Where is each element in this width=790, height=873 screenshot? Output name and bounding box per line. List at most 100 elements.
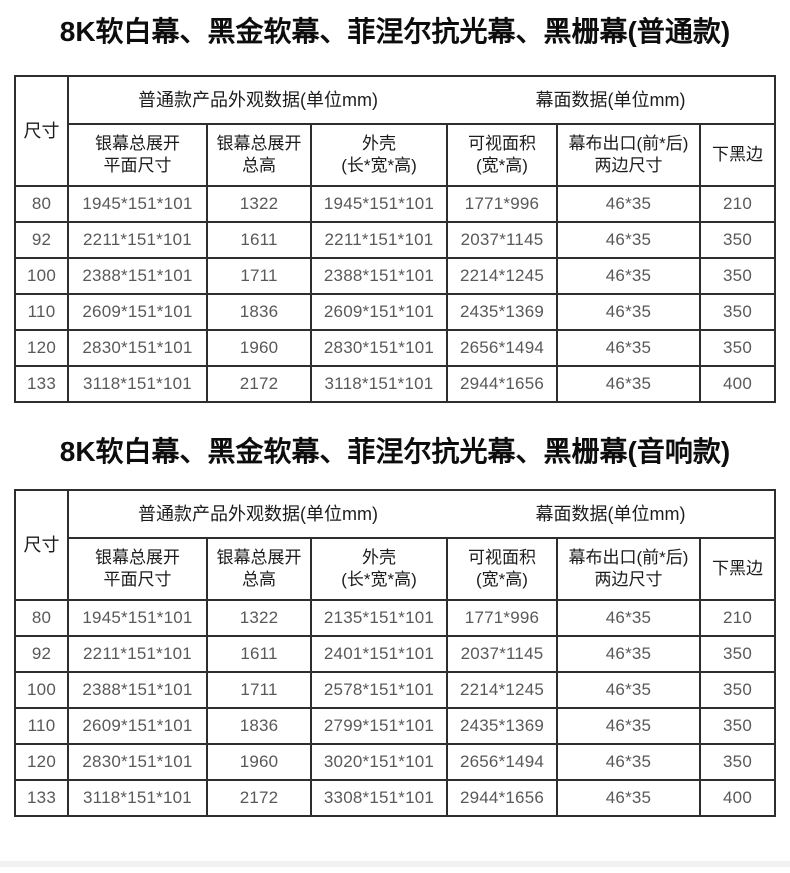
cell-visible-area: 2214*1245: [446, 257, 558, 295]
table-row: 133 3118*151*101 2172 3308*151*101 2944*…: [14, 779, 776, 817]
cell-unfold-height: 1322: [206, 599, 312, 637]
col-header-unfold-height: 银幕总展开 总高: [206, 537, 312, 601]
cell-cloth-exit: 46*35: [556, 185, 701, 223]
cell-unfold-flat-size: 3118*151*101: [67, 779, 208, 817]
cell-size: 110: [14, 293, 69, 331]
cell-cloth-exit: 46*35: [556, 599, 701, 637]
cell-bottom-black-border: 400: [699, 365, 776, 403]
group-header-screen: 幕面数据(单位mm): [447, 489, 776, 539]
col-header-bottom-black-border: 下黑边: [699, 123, 776, 187]
cell-size: 100: [14, 257, 69, 295]
col-header-cloth-exit: 幕布出口(前*后) 两边尺寸: [556, 123, 701, 187]
cell-bottom-black-border: 350: [699, 257, 776, 295]
table-row: 100 2388*151*101 1711 2388*151*101 2214*…: [14, 257, 776, 295]
cell-unfold-height: 1836: [206, 707, 312, 745]
cell-unfold-flat-size: 1945*151*101: [67, 185, 208, 223]
cell-unfold-height: 1960: [206, 329, 312, 367]
cell-bottom-black-border: 350: [699, 743, 776, 781]
col-header-shell-size: 外壳 (长*宽*高): [310, 123, 448, 187]
cell-visible-area: 1771*996: [446, 185, 558, 223]
cell-unfold-flat-size: 3118*151*101: [67, 365, 208, 403]
cell-shell-size: 2135*151*101: [310, 599, 448, 637]
table-row: 100 2388*151*101 1711 2578*151*101 2214*…: [14, 671, 776, 709]
cell-visible-area: 2214*1245: [446, 671, 558, 709]
sub-header-row: 银幕总展开 平面尺寸 银幕总展开 总高 外壳 (长*宽*高) 可视面积 (宽*高…: [15, 537, 776, 601]
col-header-visible-area: 可视面积 (宽*高): [446, 123, 558, 187]
cell-shell-size: 2578*151*101: [310, 671, 448, 709]
col-header-unfold-height: 银幕总展开 总高: [206, 123, 312, 187]
col-header-visible-area: 可视面积 (宽*高): [446, 537, 558, 601]
cell-shell-size: 3020*151*101: [310, 743, 448, 781]
cell-shell-size: 2830*151*101: [310, 329, 448, 367]
cell-size: 133: [14, 779, 69, 817]
table-row: 80 1945*151*101 1322 2135*151*101 1771*9…: [14, 599, 776, 637]
cell-bottom-black-border: 350: [699, 221, 776, 259]
cell-cloth-exit: 46*35: [556, 779, 701, 817]
cell-cloth-exit: 46*35: [556, 671, 701, 709]
table-row: 92 2211*151*101 1611 2211*151*101 2037*1…: [14, 221, 776, 259]
table-row: 133 3118*151*101 2172 3118*151*101 2944*…: [14, 365, 776, 403]
cell-bottom-black-border: 350: [699, 671, 776, 709]
table-row: 120 2830*151*101 1960 3020*151*101 2656*…: [14, 743, 776, 781]
cell-cloth-exit: 46*35: [556, 257, 701, 295]
cell-shell-size: 2211*151*101: [310, 221, 448, 259]
cell-visible-area: 2435*1369: [446, 707, 558, 745]
cell-unfold-height: 2172: [206, 779, 312, 817]
cell-size: 100: [14, 671, 69, 709]
cell-bottom-black-border: 210: [699, 599, 776, 637]
cell-unfold-flat-size: 2211*151*101: [67, 635, 208, 673]
table-title-normal: 8K软白幕、黑金软幕、菲涅尔抗光幕、黑栅幕(普通款): [59, 16, 731, 47]
cell-bottom-black-border: 350: [699, 707, 776, 745]
cell-unfold-height: 1711: [206, 257, 312, 295]
table-row: 110 2609*151*101 1836 2609*151*101 2435*…: [14, 293, 776, 331]
cell-size: 133: [14, 365, 69, 403]
col-header-size: 尺寸: [14, 489, 69, 601]
cell-cloth-exit: 46*35: [556, 707, 701, 745]
cell-unfold-flat-size: 2211*151*101: [67, 221, 208, 259]
cell-size: 92: [14, 221, 69, 259]
spec-table-audio: 尺寸 普通款产品外观数据(单位mm) 幕面数据(单位mm) 银幕总展开 平面尺寸…: [14, 489, 776, 817]
cell-visible-area: 1771*996: [446, 599, 558, 637]
spec-table-normal: 尺寸 普通款产品外观数据(单位mm) 幕面数据(单位mm) 银幕总展开 平面尺寸…: [14, 75, 776, 403]
cell-unfold-flat-size: 2609*151*101: [67, 707, 208, 745]
next-section-top-edge: [0, 861, 790, 867]
cell-unfold-flat-size: 2388*151*101: [67, 671, 208, 709]
cell-size: 120: [14, 743, 69, 781]
cell-size: 80: [14, 599, 69, 637]
cell-bottom-black-border: 350: [699, 293, 776, 331]
col-header-shell-size: 外壳 (长*宽*高): [310, 537, 448, 601]
cell-visible-area: 2944*1656: [446, 779, 558, 817]
cell-visible-area: 2656*1494: [446, 743, 558, 781]
cell-bottom-black-border: 210: [699, 185, 776, 223]
col-header-bottom-black-border: 下黑边: [699, 537, 776, 601]
cell-unfold-height: 1711: [206, 671, 312, 709]
cell-unfold-flat-size: 2609*151*101: [67, 293, 208, 331]
cell-cloth-exit: 46*35: [556, 329, 701, 367]
cell-size: 92: [14, 635, 69, 673]
cell-unfold-flat-size: 2830*151*101: [67, 743, 208, 781]
col-header-unfold-flat-size: 银幕总展开 平面尺寸: [67, 123, 208, 187]
cell-visible-area: 2944*1656: [446, 365, 558, 403]
cell-shell-size: 3308*151*101: [310, 779, 448, 817]
cell-cloth-exit: 46*35: [556, 221, 701, 259]
cell-visible-area: 2435*1369: [446, 293, 558, 331]
group-header-row: 尺寸 普通款产品外观数据(单位mm) 幕面数据(单位mm): [14, 75, 776, 187]
sub-header-row: 银幕总展开 平面尺寸 银幕总展开 总高 外壳 (长*宽*高) 可视面积 (宽*高…: [15, 123, 776, 187]
cell-unfold-height: 2172: [206, 365, 312, 403]
cell-shell-size: 2401*151*101: [310, 635, 448, 673]
table-row: 110 2609*151*101 1836 2799*151*101 2435*…: [14, 707, 776, 745]
cell-size: 120: [14, 329, 69, 367]
cell-shell-size: 1945*151*101: [310, 185, 448, 223]
cell-shell-size: 2388*151*101: [310, 257, 448, 295]
group-header-exterior: 普通款产品外观数据(单位mm): [67, 489, 447, 539]
cell-unfold-height: 1322: [206, 185, 312, 223]
cell-unfold-flat-size: 2388*151*101: [67, 257, 208, 295]
cell-visible-area: 2037*1145: [446, 635, 558, 673]
table-title-audio: 8K软白幕、黑金软幕、菲涅尔抗光幕、黑栅幕(音响款): [59, 436, 731, 467]
col-header-unfold-flat-size: 银幕总展开 平面尺寸: [67, 537, 208, 601]
table-row: 80 1945*151*101 1322 1945*151*101 1771*9…: [14, 185, 776, 223]
cell-bottom-black-border: 350: [699, 329, 776, 367]
cell-bottom-black-border: 350: [699, 635, 776, 673]
cell-cloth-exit: 46*35: [556, 293, 701, 331]
